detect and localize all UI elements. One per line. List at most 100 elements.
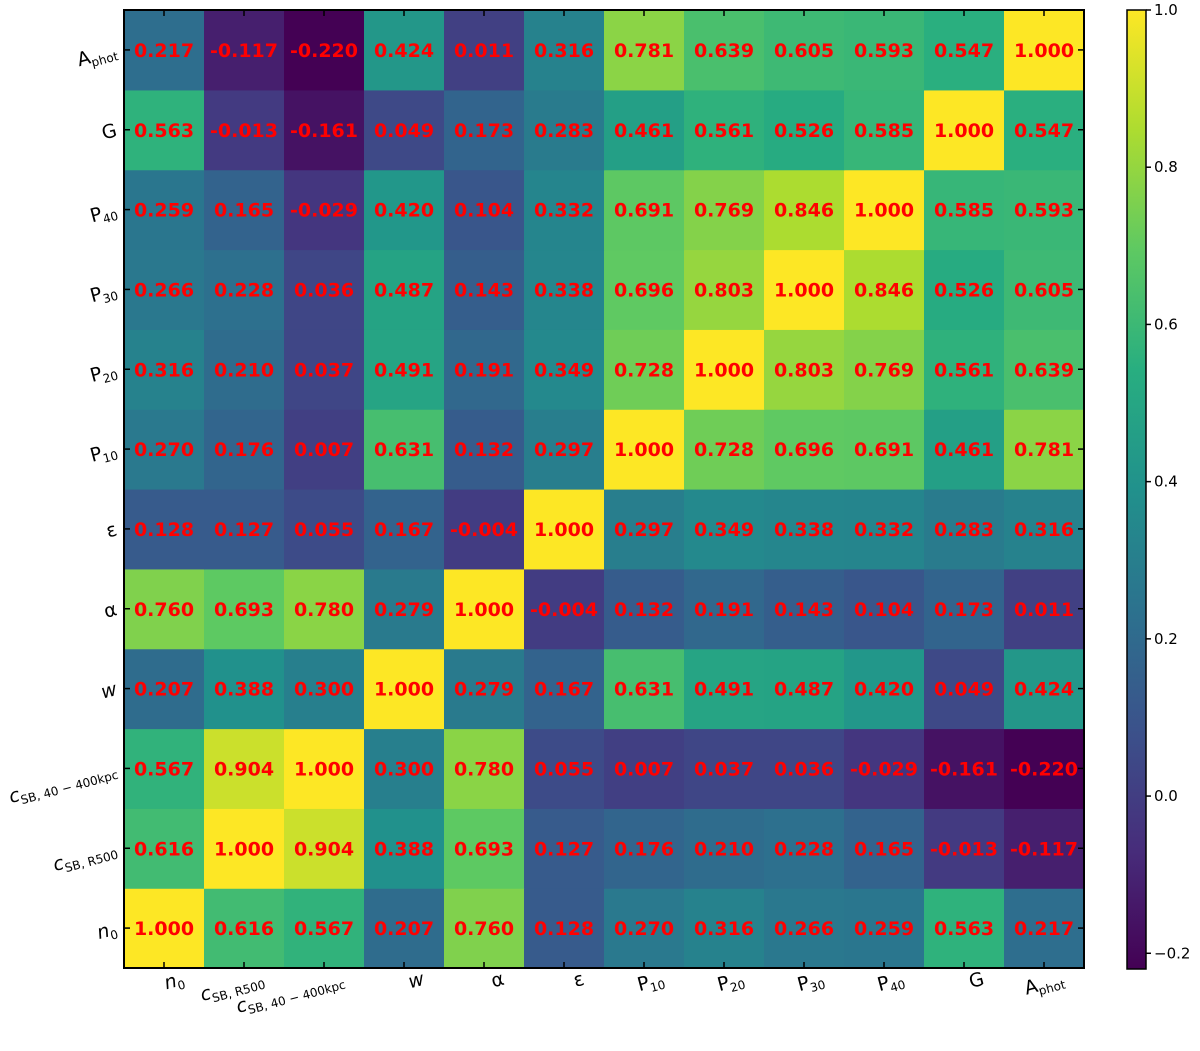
heatmap-cell-4-11 (1004, 568, 1085, 650)
cell-value-label: 0.210 (694, 838, 754, 860)
heatmap-cell-7-11 (1004, 329, 1085, 410)
cell-value-label: 0.491 (374, 359, 434, 381)
heatmap-cell-8-1 (204, 249, 285, 330)
heatmap-cell-11-5 (524, 10, 605, 91)
cell-value-label: 0.487 (374, 279, 434, 301)
cell-value-label: 0.207 (134, 679, 194, 701)
heatmap-cell-5-0 (124, 489, 205, 570)
cell-value-label: 0.693 (454, 838, 514, 860)
heatmap-cell-3-4 (444, 648, 525, 730)
cell-value-label: 0.316 (134, 359, 194, 381)
colorbar-tick-label: 0.0 (1154, 787, 1178, 805)
heatmap-cell-2-1 (204, 728, 285, 809)
cell-value-label: 0.132 (454, 439, 514, 461)
heatmap-cell-8-6 (604, 249, 685, 330)
cell-value-label: -0.161 (290, 120, 358, 142)
heatmap-cell-4-1 (204, 568, 285, 650)
cell-value-label: 0.300 (294, 679, 354, 701)
heatmap-cell-0-8 (764, 888, 845, 969)
cell-value-label: -0.029 (290, 200, 358, 222)
heatmap-cell-4-9 (844, 568, 925, 650)
heatmap-cell-11-7 (684, 10, 765, 91)
colorbar-tick-label: 0.8 (1154, 158, 1178, 176)
cell-value-label: 0.491 (694, 679, 754, 701)
cell-value-label: 0.332 (534, 200, 594, 222)
heatmap-cell-0-2 (284, 888, 365, 969)
heatmap-cell-4-0 (124, 568, 205, 650)
cell-value-label: 0.037 (694, 758, 754, 780)
heatmap-cell-3-5 (524, 648, 605, 730)
heatmap-cell-11-6 (604, 10, 685, 91)
heatmap-cell-8-4 (444, 249, 525, 330)
cell-value-label: 0.128 (534, 918, 594, 940)
heatmap-cell-8-3 (364, 249, 445, 330)
cell-value-label: 1.000 (854, 200, 914, 222)
heatmap-cell-2-5 (524, 728, 605, 809)
heatmap-cell-6-1 (204, 409, 285, 490)
cell-value-label: 0.176 (214, 439, 274, 461)
cell-value-label: 0.210 (214, 359, 274, 381)
x-tick-label-g: G (967, 968, 987, 993)
heatmap-cell-5-10 (924, 489, 1005, 570)
heatmap-cell-6-6 (604, 409, 685, 490)
y-tick-label-g: G (99, 119, 119, 144)
cell-value-label: 0.487 (774, 679, 834, 701)
heatmap-cell-7-8 (764, 329, 845, 410)
heatmap-cell-3-1 (204, 648, 285, 730)
x-tick-label-p-40: P40 (875, 968, 907, 998)
cell-value-label: 0.904 (294, 838, 354, 860)
cell-value-label: 1.000 (1014, 40, 1074, 62)
cell-value-label: 0.691 (614, 200, 674, 222)
cell-value-label: 0.567 (134, 758, 194, 780)
cell-value-label: 0.424 (374, 40, 434, 62)
x-tick-label-p-10: P10 (635, 968, 667, 998)
cell-value-label: 0.593 (854, 40, 914, 62)
cell-value-label: 0.780 (454, 758, 514, 780)
heatmap-cell-8-8 (764, 249, 845, 330)
heatmap-cell-7-6 (604, 329, 685, 410)
cell-value-label: 0.270 (134, 439, 194, 461)
heatmap-cell-8-11 (1004, 249, 1085, 330)
heatmap-cell-10-2 (284, 89, 365, 171)
heatmap-cell-10-5 (524, 89, 605, 171)
cell-value-label: 0.769 (694, 200, 754, 222)
colorbar-gradient (1127, 10, 1146, 969)
heatmap-cell-6-2 (284, 409, 365, 490)
cell-value-label: 1.000 (534, 519, 594, 541)
cell-value-label: 0.279 (374, 599, 434, 621)
cell-value-label: 1.000 (214, 838, 274, 860)
cell-value-label: 0.055 (294, 519, 354, 541)
heatmap-cell-4-6 (604, 568, 685, 650)
heatmap-cell-11-1 (204, 10, 285, 91)
cell-value-label: 0.567 (294, 918, 354, 940)
cell-value-label: 0.011 (1014, 599, 1074, 621)
heatmap-cell-11-4 (444, 10, 525, 91)
heatmap-cell-2-10 (924, 728, 1005, 809)
heatmap-cell-2-8 (764, 728, 845, 809)
cell-value-label: -0.013 (930, 838, 998, 860)
heatmap-cell-1-3 (364, 808, 445, 889)
cell-value-label: 0.420 (374, 200, 434, 222)
x-tick-label-p-30: P30 (795, 968, 827, 998)
heatmap-cell-2-2 (284, 728, 365, 809)
heatmap-cell-6-9 (844, 409, 925, 490)
heatmap-cell-6-4 (444, 409, 525, 490)
cell-value-label: 0.217 (1014, 918, 1074, 940)
colorbar-tick-label: 0.2 (1154, 630, 1178, 648)
heatmap-cell-labels: 1.000 0.616 0.567 0.207 0.760 0.128 0.270 0.316… (134, 40, 1078, 940)
cell-value-label: 0.338 (534, 279, 594, 301)
heatmap-cell-6-7 (684, 409, 765, 490)
heatmap-cell-9-11 (1004, 169, 1085, 251)
heatmap-cell-3-2 (284, 648, 365, 730)
x-tick-label-n-0: n0 (162, 968, 187, 996)
heatmap-cell-7-0 (124, 329, 205, 410)
cell-value-label: 1.000 (614, 439, 674, 461)
cell-value-label: 0.904 (214, 758, 274, 780)
heatmap-cell-3-9 (844, 648, 925, 730)
plot-frame (123, 9, 1085, 969)
heatmap-cell-11-3 (364, 10, 445, 91)
heatmap-cell-5-7 (684, 489, 765, 570)
cell-value-label: -0.029 (850, 758, 918, 780)
heatmap-cell-0-10 (924, 888, 1005, 969)
cell-value-label: 0.283 (934, 519, 994, 541)
